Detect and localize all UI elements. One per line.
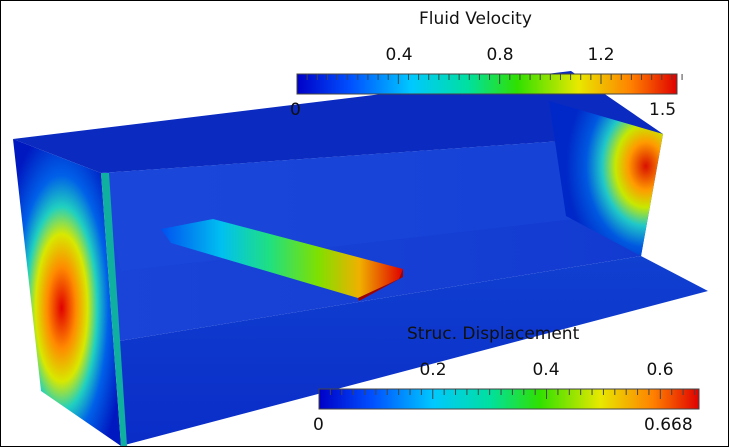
fluid-colorbar-frame [296,73,678,95]
fluid-colorbar-min: 0 [290,100,301,120]
struct-colorbar-ticks [318,389,695,399]
struct-tick-label: 0.4 [532,360,560,380]
fluid-tick-label: 0.8 [486,45,514,65]
fluid-tick-label: 1.2 [587,45,615,65]
fluid-velocity-colorbar [296,73,683,95]
struct-colorbar-frame [318,388,700,410]
channel-floor [119,256,708,446]
struct-colorbar-title: Struc. Displacement [407,324,580,344]
fluid-tick-label: 0.4 [385,45,413,65]
fluid-colorbar-ticks [296,74,683,84]
fluid-colorbar-gradient [297,74,677,94]
fluid-colorbar-title: Fluid Velocity [419,9,532,29]
struct-displacement-colorbar [318,388,700,410]
inlet-velocity-profile [13,139,121,446]
struct-colorbar-max: 0.668 [644,415,693,435]
fluid-colorbar-max: 1.5 [649,100,677,120]
struct-colorbar-min: 0 [313,415,324,435]
elastic-flap-tip [358,269,403,301]
outlet-velocity-profile [549,101,663,256]
channel-top-face [13,71,663,173]
struct-colorbar-gradient [319,389,699,409]
elastic-flap [161,219,403,298]
struct-tick-label: 0.2 [419,360,447,380]
struct-tick-label: 0.6 [646,360,674,380]
channel-back-wall [101,134,663,341]
inlet-edge [101,173,127,446]
